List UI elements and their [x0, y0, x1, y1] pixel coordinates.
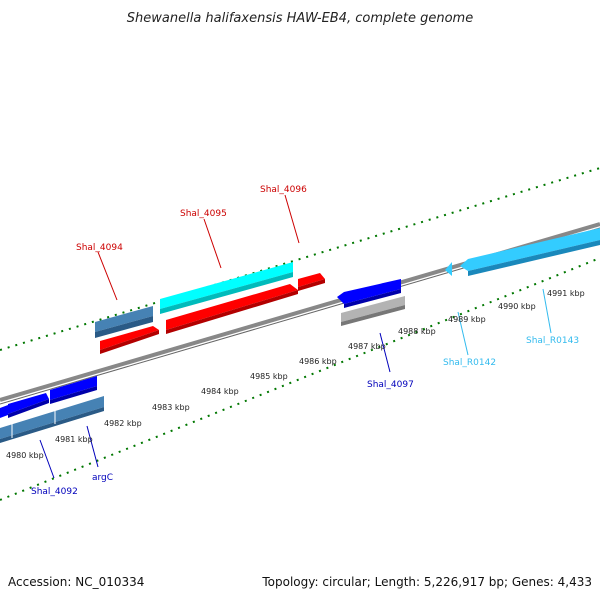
gene-shal-r0143[interactable]	[460, 228, 600, 276]
tick-label: 4981 kbp	[55, 435, 93, 444]
tick-label: 4985 kbp	[250, 372, 288, 381]
tick-label: 4987 kbp	[348, 342, 386, 351]
tick-label: 4982 kbp	[104, 419, 142, 428]
label-shal-4097: Shal_4097	[367, 380, 414, 390]
kbp-labels: 4980 kbp 4981 kbp 4982 kbp 4983 kbp 4984…	[6, 289, 585, 460]
label-shal-4096: Shal_4096	[260, 185, 307, 195]
tick-label: 4980 kbp	[6, 451, 44, 460]
gene-shal-4096-b[interactable]	[298, 273, 325, 291]
gene-shal-r0142[interactable]	[445, 262, 452, 276]
gene-blue-left-c[interactable]	[50, 376, 97, 404]
tick-label: 4986 kbp	[299, 357, 337, 366]
gene-shal-4096-a[interactable]	[166, 284, 298, 334]
map-title: Shewanella halifaxensis HAW-EB4, complet…	[127, 11, 473, 26]
tick-label: 4984 kbp	[201, 387, 239, 396]
tick-label: 4991 kbp	[547, 289, 585, 298]
gene-blue-left-a[interactable]	[0, 405, 8, 418]
tick-label: 4983 kbp	[152, 403, 190, 412]
gene-blue-left-b[interactable]	[8, 393, 49, 418]
genome-summary: Topology: circular; Length: 5,226,917 bp…	[261, 575, 592, 589]
gene-steel-upper-left[interactable]	[95, 306, 153, 338]
gene-steel-left[interactable]	[0, 396, 104, 443]
gene-gray[interactable]	[341, 296, 405, 326]
gene-shal-4097[interactable]	[337, 279, 401, 308]
label-shal-r0142: Shal_R0142	[443, 358, 496, 368]
label-argc: argC	[92, 473, 113, 483]
tick-label: 4988 kbp	[398, 327, 436, 336]
label-shal-4095: Shal_4095	[180, 209, 227, 219]
tick-label: 4989 kbp	[448, 315, 486, 324]
label-shal-4094: Shal_4094	[76, 243, 123, 253]
gene-shal-4094[interactable]	[100, 326, 159, 354]
tick-label: 4990 kbp	[498, 302, 536, 311]
gene-shal-4095[interactable]	[160, 262, 293, 314]
label-shal-4092: Shal_4092	[31, 487, 78, 497]
leader-lines	[39, 194, 552, 479]
label-shal-r0143: Shal_R0143	[526, 336, 579, 346]
accession-label: Accession: NC_010334	[8, 575, 144, 589]
upper-tick-row	[0, 167, 600, 351]
